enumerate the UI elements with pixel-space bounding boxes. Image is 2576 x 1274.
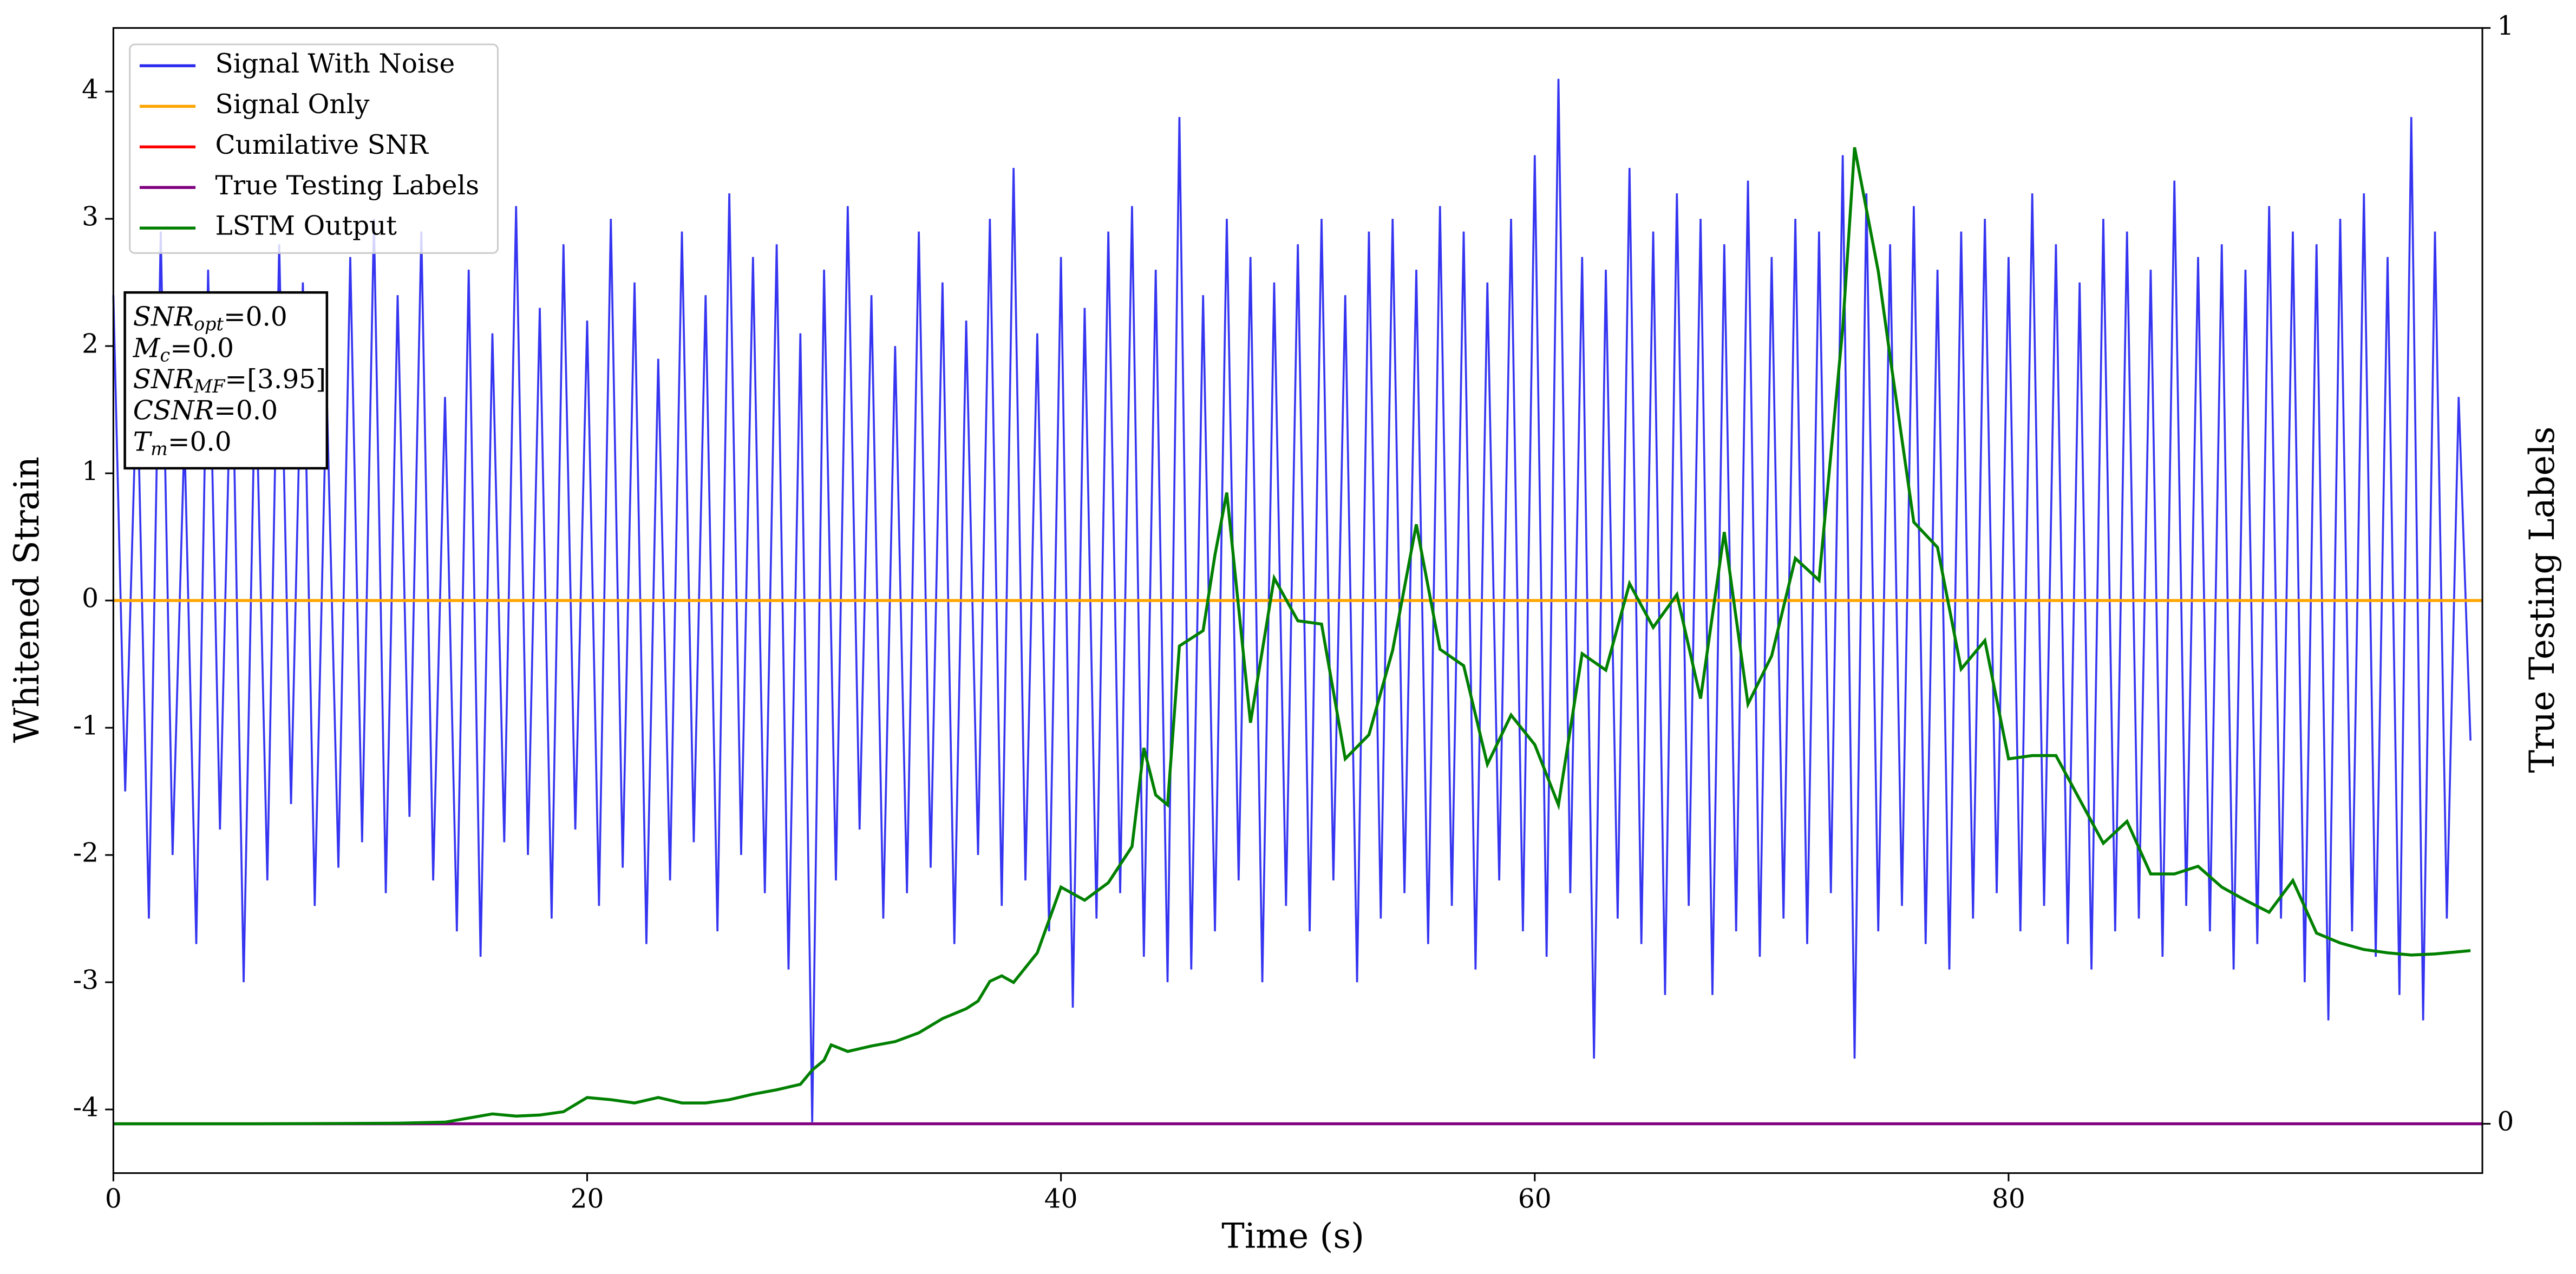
y-tick-label: 3 [82, 202, 99, 232]
y-tick-label: -1 [73, 711, 99, 741]
annotation-sub: opt [194, 313, 224, 335]
annotation-rest: =0.0 [224, 302, 287, 332]
legend-label: Cumilative SNR [215, 130, 429, 160]
y2-tick-label: 0 [2497, 1107, 2514, 1137]
y-tick-label: 2 [82, 329, 99, 360]
legend-box [129, 43, 499, 254]
y-tick-label: 4 [82, 75, 99, 105]
plot-area [112, 79, 2483, 1126]
x-tick-label: 40 [1044, 1184, 1078, 1214]
y-tick-label: 1 [82, 456, 99, 487]
y2-axis-label: True Testing Labels [2522, 427, 2562, 773]
annotation-sub: c [160, 345, 171, 366]
annotation: Mc=0.0 [133, 333, 234, 366]
annotation-main: SNR [133, 364, 194, 395]
annotation-rest: =[3.95] [225, 364, 326, 395]
x-tick-label: 20 [571, 1184, 604, 1214]
annotation-rest: =0.0 [214, 395, 278, 426]
annotation: SNRopt=0.0 [133, 302, 287, 335]
series-line [112, 79, 2472, 1122]
y-tick-label: -2 [73, 838, 99, 868]
annotation-rest: =0.0 [168, 427, 232, 457]
x-tick-label: 60 [1518, 1184, 1552, 1214]
x-tick-label: 80 [1992, 1184, 2025, 1214]
annotation-main: CSNR [133, 395, 214, 426]
annotation-main: M [133, 333, 161, 363]
annotation-sub: MF [193, 376, 226, 397]
legend-label: LSTM Output [215, 211, 397, 241]
y-tick-label: -3 [73, 965, 99, 996]
annotation-rest: =0.0 [170, 333, 234, 363]
x-tick-label: 0 [105, 1184, 122, 1214]
y2-tick-label: 1 [2497, 11, 2514, 41]
y-axis-label: Whitened Strain [7, 456, 47, 743]
annotation-main: SNR [133, 302, 194, 332]
legend-label: Signal Only [215, 89, 370, 120]
annotation-main: T [133, 427, 153, 457]
annotation-box [123, 291, 329, 470]
y-tick-label: 0 [82, 584, 99, 614]
annotation-sub: m [151, 438, 168, 459]
annotation: Tm=0.0 [133, 427, 232, 460]
annotation: SNRMF=[3.95] [133, 364, 326, 397]
legend-label: Signal With Noise [215, 49, 455, 79]
x-axis-label: Time (s) [1221, 1217, 1364, 1257]
legend-label: True Testing Labels [215, 171, 480, 201]
annotation: CSNR=0.0 [133, 395, 278, 426]
series-line [113, 147, 2471, 1126]
y-tick-label: -4 [73, 1093, 99, 1123]
